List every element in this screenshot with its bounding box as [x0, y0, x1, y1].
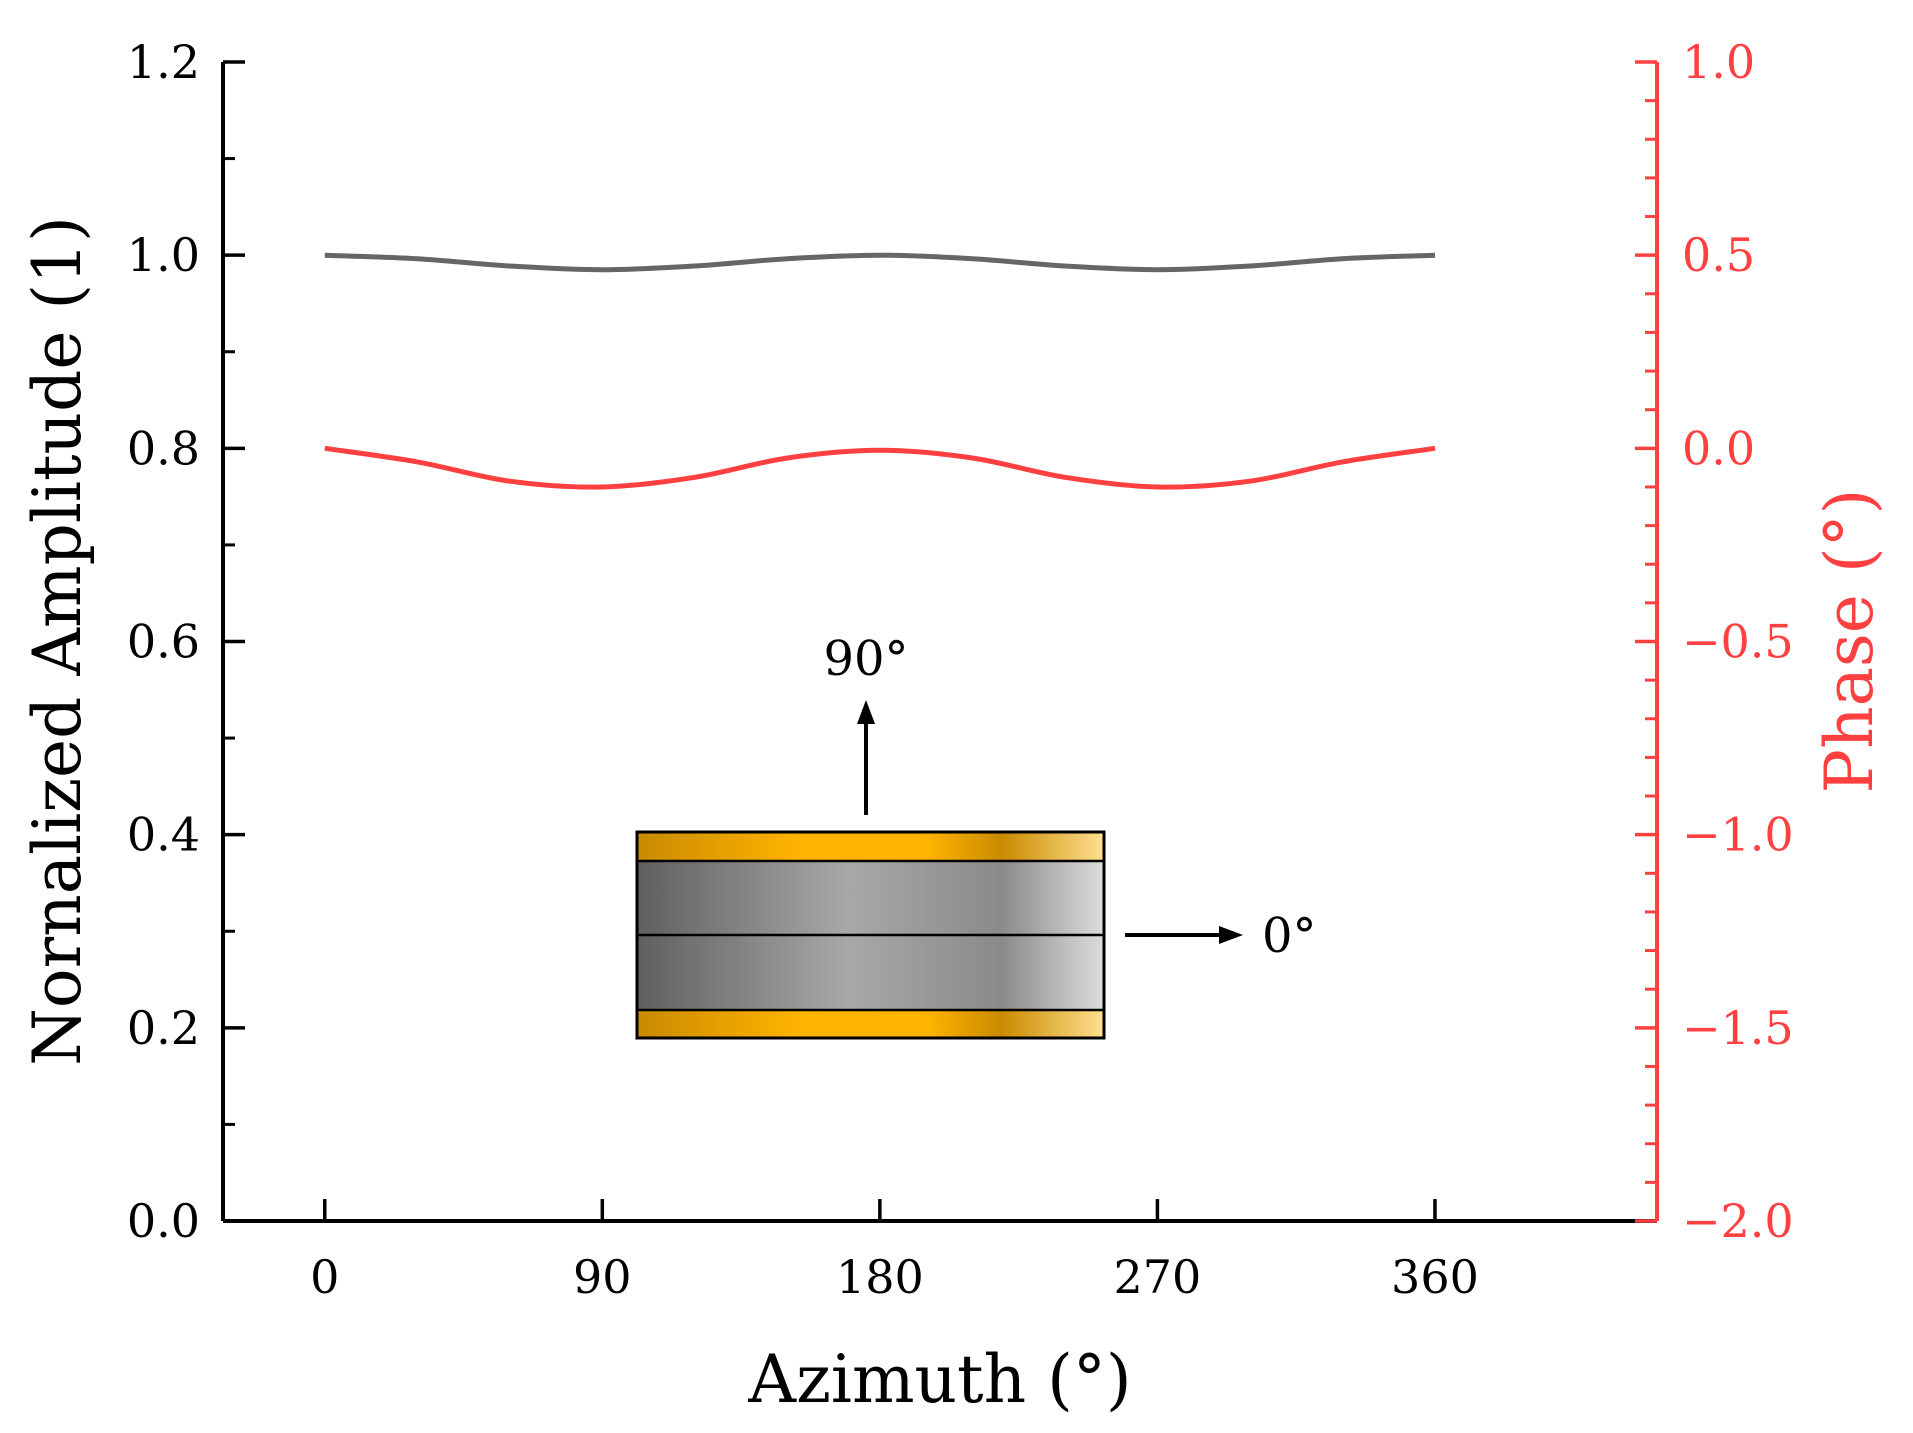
y-right-axis-title: Phase (°) [1811, 489, 1888, 794]
inset-steel-lower [637, 935, 1104, 1010]
y-left-tick-label: 0.2 [127, 1001, 200, 1055]
x-ticks: 0 90 180 270 360 [310, 1199, 1479, 1304]
y-left-tick-label: 0.8 [127, 421, 200, 475]
y-left-axis-title: Nornalized Amplitude (1) [19, 216, 96, 1066]
inset-steel-upper [637, 861, 1104, 935]
x-tick-label: 90 [573, 1250, 632, 1304]
inset-gold-top [637, 832, 1104, 861]
series-line-phase [324, 445, 1436, 490]
x-axis-title: Azimuth (°) [747, 1341, 1131, 1418]
y-right-tick-label: 1.0 [1682, 35, 1755, 89]
x-tick-label: 0 [310, 1250, 339, 1304]
series-line-amplitude [324, 252, 1436, 273]
y-right-tick-label: −0.5 [1682, 615, 1794, 669]
right-arrow-label: 0° [1262, 908, 1317, 964]
y-right-tick-label: −1.0 [1682, 808, 1794, 862]
sample-inset: 90° 0° [635, 631, 1317, 1040]
y-left-tick-label: 0.6 [127, 615, 200, 669]
x-tick-label: 360 [1391, 1250, 1479, 1304]
right-arrow-head [1219, 926, 1243, 944]
x-tick-label: 180 [836, 1250, 924, 1304]
series-layer [324, 252, 1436, 490]
y-right-tick-label: 0.0 [1682, 421, 1755, 475]
inset-gold-bottom [637, 1010, 1104, 1038]
up-arrow-head [857, 700, 875, 724]
y-right-tick-label: −2.0 [1682, 1194, 1794, 1248]
y-right-tick-label: −1.5 [1682, 1001, 1794, 1055]
x-tick-label: 270 [1114, 1250, 1202, 1304]
y-right-tick-label: 0.5 [1682, 228, 1755, 282]
y-right-ticks: −2.0 −1.5 −1.0 −0.5 0.0 0.5 1.0 [1635, 35, 1794, 1248]
y-left-tick-label: 0.4 [127, 808, 200, 862]
y-left-tick-label: 0.0 [127, 1194, 200, 1248]
y-left-tick-label: 1.2 [127, 35, 200, 89]
up-arrow-label: 90° [823, 631, 908, 687]
y-left-ticks: 0.0 0.2 0.4 0.6 0.8 1.0 1.2 [127, 35, 245, 1248]
y-left-tick-label: 1.0 [127, 228, 200, 282]
